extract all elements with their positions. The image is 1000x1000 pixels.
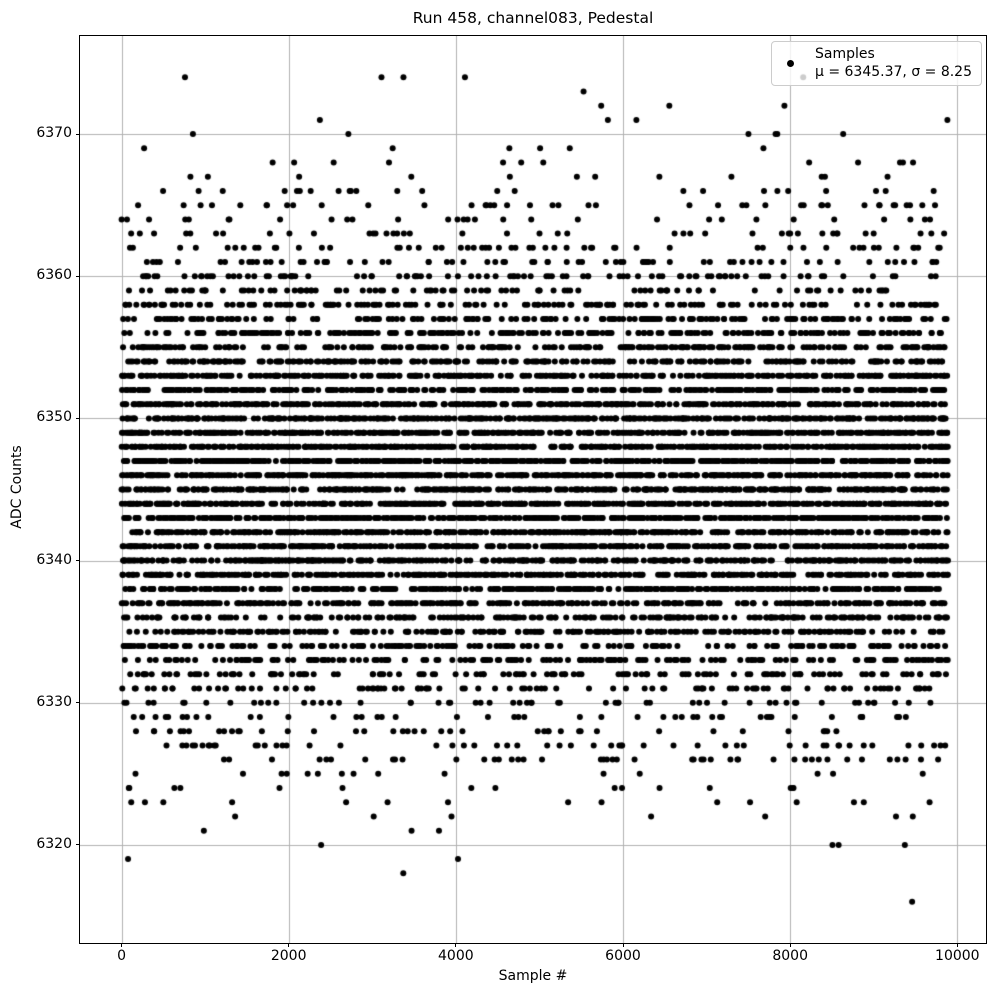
x-tick-mark [789,943,791,947]
y-tick-label: 6370 [36,125,72,142]
y-tick-mark [76,133,80,135]
x-tick-label: 0 [117,948,126,964]
y-tick-label: 6330 [36,693,72,710]
x-tick-label: 6000 [605,948,641,964]
scatter-canvas [80,36,986,943]
y-tick-label: 6360 [36,267,72,284]
legend: Samples μ = 6345.37, σ = 8.25 [770,41,982,86]
legend-marker-column [778,60,804,67]
y-tick-label: 6340 [36,551,72,568]
x-tick-mark [956,943,958,947]
legend-stats-label: μ = 6345.37, σ = 8.25 [814,63,972,80]
chart-title: Run 458, channel083, Pedestal [412,9,654,27]
x-tick-mark [455,943,457,947]
y-tick-label: 6350 [36,409,72,426]
y-tick-label: 6320 [36,835,72,852]
x-tick-label: 10000 [935,948,980,964]
legend-series-label: Samples [814,46,875,62]
legend-text: Samples μ = 6345.37, σ = 8.25 [815,46,972,81]
x-tick-mark [121,943,123,947]
x-axis-label: Sample # [498,968,568,984]
y-tick-mark [76,844,80,846]
x-tick-mark [288,943,290,947]
x-tick-label: 8000 [772,948,808,964]
y-axis-label: ADC Counts [9,445,25,529]
x-tick-mark [622,943,624,947]
x-tick-label: 4000 [438,948,474,964]
y-tick-mark [76,417,80,419]
x-tick-label: 2000 [270,948,307,964]
y-tick-mark [76,560,80,562]
legend-marker-dot-icon [787,60,795,67]
y-tick-mark [76,275,80,277]
y-tick-mark [76,702,80,704]
plot-area: Samples μ = 6345.37, σ = 8.25 [79,35,987,944]
